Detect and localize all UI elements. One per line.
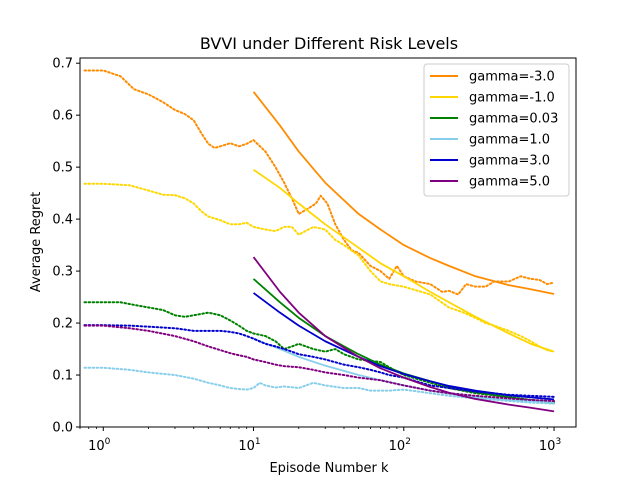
legend-label: gamma=1.0 (469, 133, 550, 148)
series-lines (83, 69, 556, 413)
y-tick-label: 0.2 (52, 317, 73, 332)
series-empirical-gamma-1-0 (83, 366, 556, 405)
y-tick-label: 0.6 (52, 109, 73, 124)
x-tick-label: 103 (539, 437, 561, 454)
y-tick-label: 0.5 (52, 161, 73, 176)
legend-label: gamma=3.0 (469, 154, 550, 169)
series-empirical-gamma-5-0 (83, 324, 556, 403)
y-tick-label: 0.0 (52, 421, 73, 436)
y-tick-label: 0.3 (52, 265, 73, 280)
axis-ticks: 0.0 0.1 0.2 0.3 0.4 0.5 0.6 0.7 100 101 102 103 (52, 57, 561, 454)
y-tick-label: 0.7 (52, 57, 73, 72)
chart-title: BVVI under Different Risk Levels (200, 34, 458, 53)
series-empirical-gamma-3-0 (83, 324, 556, 398)
x-tick-label: 101 (238, 437, 260, 454)
series-empirical-gamma-3-0 (83, 69, 556, 296)
series-fitted-gamma-3-0 (252, 91, 555, 295)
x-tick-label: 100 (88, 437, 111, 454)
legend-label: gamma=0.03 (469, 112, 558, 127)
series-empirical-gamma-1-0 (83, 182, 556, 353)
y-axis-label: Average Regret (29, 192, 44, 292)
series-fitted-gamma-1-0 (253, 337, 555, 403)
legend-label: gamma=-1.0 (469, 91, 555, 106)
y-tick-label: 0.4 (52, 213, 73, 228)
series-fitted-gamma-3-0 (252, 292, 555, 401)
x-axis-label: Episode Number k (269, 461, 389, 476)
legend-label: gamma=-3.0 (469, 70, 555, 85)
x-tick-label: 102 (389, 437, 411, 454)
legend-box (423, 63, 570, 197)
series-fitted-gamma-1-0 (253, 168, 555, 353)
legend: gamma=-3.0 gamma=-1.0 gamma=0.03 gamma=1.0 g… (423, 63, 570, 197)
plot-frame (79, 57, 577, 428)
series-empirical-gamma-0-03 (83, 301, 556, 404)
y-tick-label: 0.1 (52, 369, 73, 384)
legend-label: gamma=5.0 (469, 175, 550, 190)
series-fitted-gamma-5-0 (252, 256, 555, 413)
